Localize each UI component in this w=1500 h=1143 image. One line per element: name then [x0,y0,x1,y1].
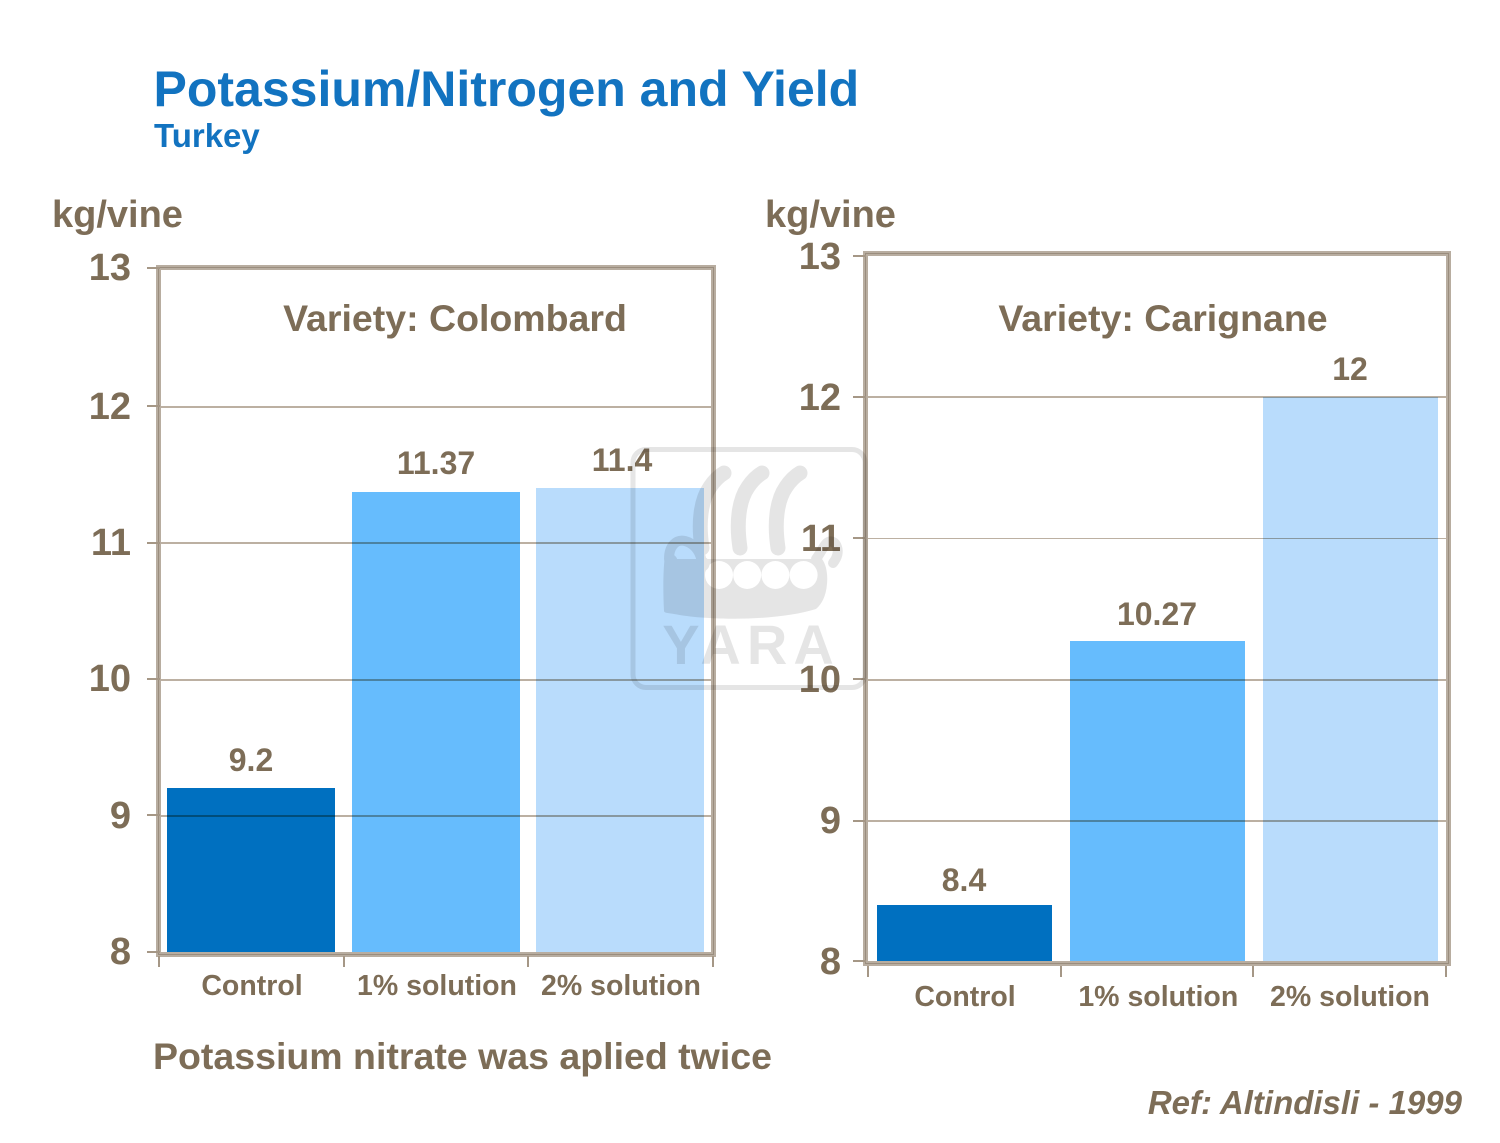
svg-text:YARA: YARA [662,613,840,676]
